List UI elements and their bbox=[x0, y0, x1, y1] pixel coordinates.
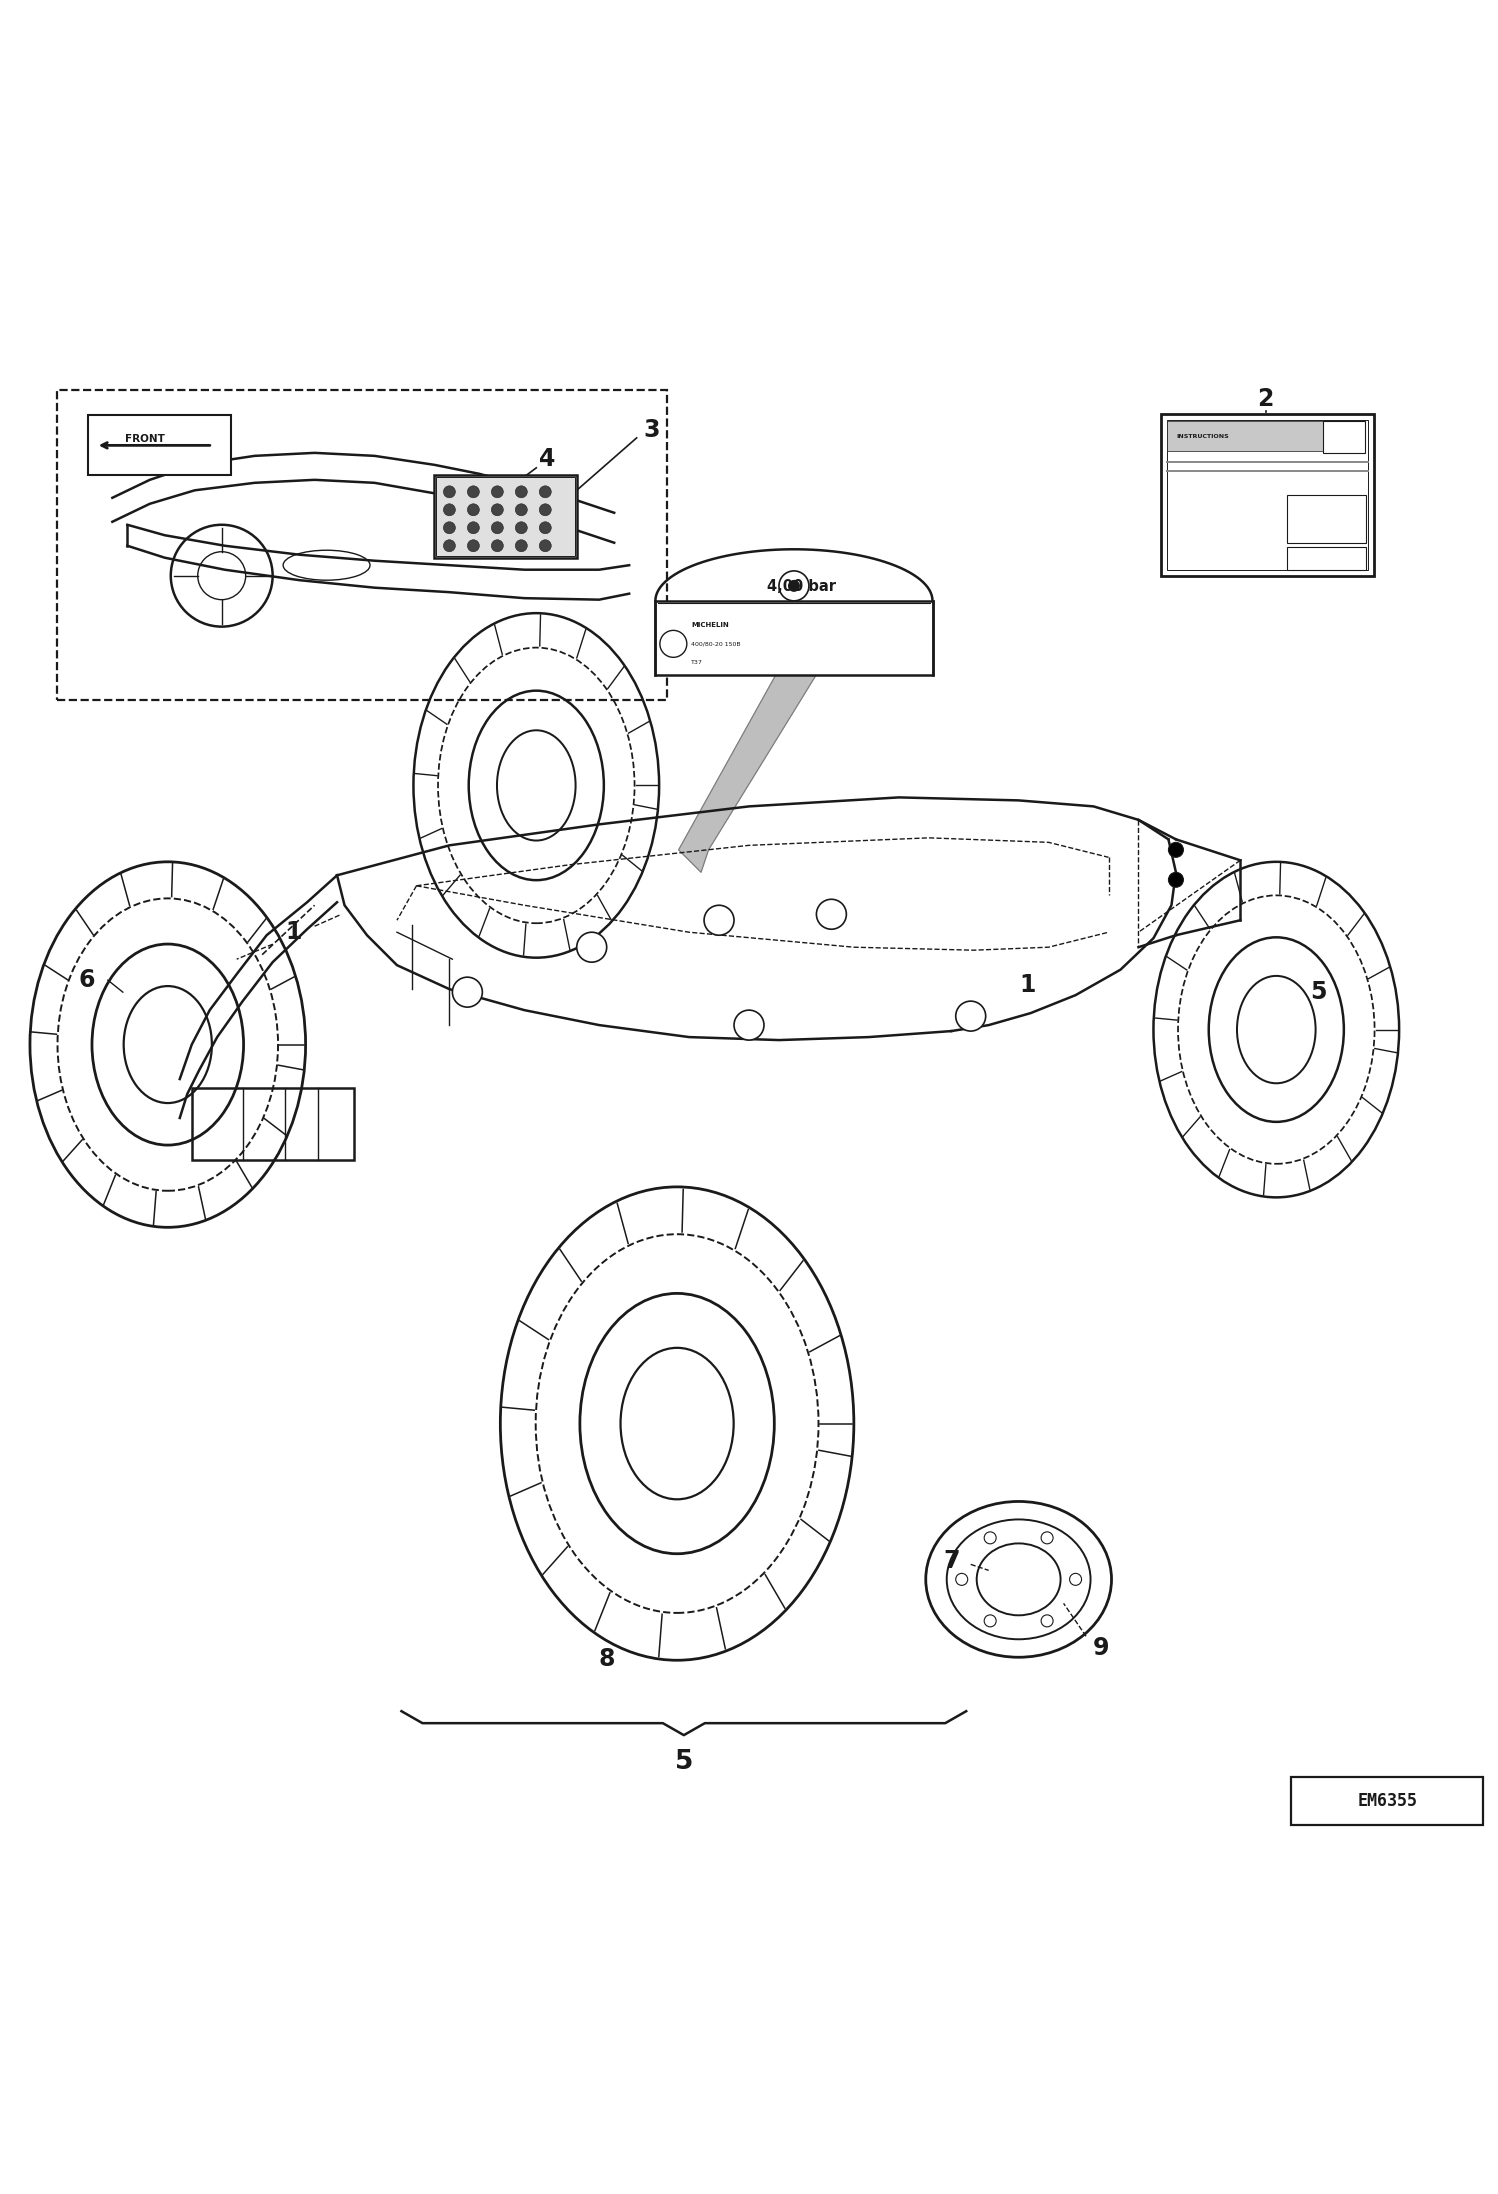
Bar bbox=[88, 415, 231, 476]
Text: 4: 4 bbox=[539, 448, 554, 472]
Circle shape bbox=[577, 932, 607, 963]
Circle shape bbox=[491, 505, 503, 516]
Circle shape bbox=[467, 522, 479, 533]
Text: 6: 6 bbox=[78, 968, 96, 992]
Circle shape bbox=[539, 522, 551, 533]
Circle shape bbox=[443, 522, 455, 533]
Text: EM6355: EM6355 bbox=[1357, 1792, 1417, 1810]
Text: T37: T37 bbox=[691, 660, 703, 665]
Text: MICHELIN: MICHELIN bbox=[691, 623, 730, 627]
Circle shape bbox=[443, 540, 455, 551]
Circle shape bbox=[467, 505, 479, 516]
Circle shape bbox=[491, 522, 503, 533]
Bar bbox=[1161, 415, 1374, 575]
Circle shape bbox=[467, 485, 479, 498]
Circle shape bbox=[515, 522, 527, 533]
Bar bbox=[1323, 421, 1365, 452]
Circle shape bbox=[984, 1531, 996, 1545]
Circle shape bbox=[1168, 842, 1183, 858]
Circle shape bbox=[467, 540, 479, 551]
Circle shape bbox=[984, 1615, 996, 1628]
Circle shape bbox=[788, 579, 800, 592]
Circle shape bbox=[1070, 1573, 1082, 1586]
Circle shape bbox=[956, 1573, 968, 1586]
Circle shape bbox=[1168, 873, 1183, 886]
Circle shape bbox=[539, 485, 551, 498]
Circle shape bbox=[539, 540, 551, 551]
Circle shape bbox=[816, 900, 846, 930]
Text: 1: 1 bbox=[1020, 972, 1035, 996]
Text: 5: 5 bbox=[674, 1749, 694, 1775]
Text: 1: 1 bbox=[286, 919, 301, 943]
Circle shape bbox=[515, 485, 527, 498]
Circle shape bbox=[1041, 1615, 1053, 1628]
Text: 8: 8 bbox=[598, 1648, 616, 1672]
Text: 4,00 bar: 4,00 bar bbox=[767, 579, 836, 595]
Text: 3: 3 bbox=[643, 419, 661, 443]
Bar bbox=[1167, 421, 1323, 452]
Circle shape bbox=[515, 540, 527, 551]
Bar bbox=[436, 476, 575, 557]
Bar bbox=[1287, 496, 1366, 542]
Text: INSTRUCTIONS: INSTRUCTIONS bbox=[1176, 434, 1228, 439]
Bar bbox=[434, 476, 577, 557]
Circle shape bbox=[734, 1009, 764, 1040]
Circle shape bbox=[779, 570, 809, 601]
Bar bbox=[1167, 419, 1368, 570]
Bar bbox=[57, 391, 667, 700]
Circle shape bbox=[704, 906, 734, 935]
Text: 9: 9 bbox=[1092, 1637, 1110, 1661]
Circle shape bbox=[443, 485, 455, 498]
Polygon shape bbox=[679, 674, 816, 873]
Bar bbox=[656, 601, 932, 674]
Circle shape bbox=[539, 505, 551, 516]
Text: 7: 7 bbox=[942, 1549, 960, 1573]
Circle shape bbox=[956, 1000, 986, 1031]
Text: 5: 5 bbox=[1309, 981, 1327, 1005]
Circle shape bbox=[491, 485, 503, 498]
Circle shape bbox=[1041, 1531, 1053, 1545]
Circle shape bbox=[491, 540, 503, 551]
Bar bbox=[192, 1088, 354, 1161]
Circle shape bbox=[452, 976, 482, 1007]
Bar bbox=[1287, 546, 1366, 570]
Circle shape bbox=[443, 505, 455, 516]
Text: 400/80-20 150B: 400/80-20 150B bbox=[691, 641, 742, 647]
Circle shape bbox=[515, 505, 527, 516]
Bar bbox=[1291, 1777, 1483, 1825]
Text: 2: 2 bbox=[1258, 386, 1273, 410]
Text: FRONT: FRONT bbox=[126, 434, 165, 445]
